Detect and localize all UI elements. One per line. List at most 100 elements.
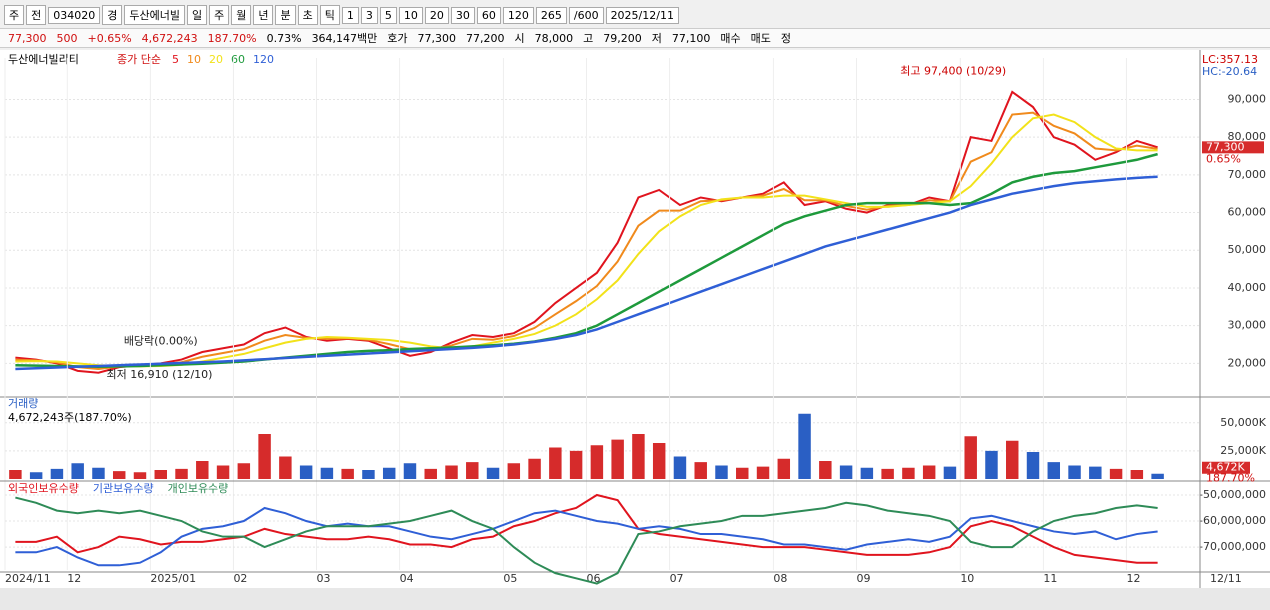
- volume-bar: [362, 470, 375, 479]
- toolbar-item[interactable]: 265: [535, 6, 567, 24]
- toolbar-item[interactable]: 120: [502, 6, 534, 24]
- info-item: 4,672,243: [141, 31, 198, 45]
- toolbar-item[interactable]: 경: [102, 5, 123, 25]
- toolbar-item[interactable]: 3: [360, 6, 378, 24]
- info-item: 호가: [387, 32, 408, 45]
- volume-bar: [839, 465, 853, 479]
- x-tick-label: 07: [670, 572, 684, 585]
- toolbar-item[interactable]: 5: [379, 6, 397, 24]
- volume-bar: [881, 468, 894, 479]
- volume-bar: [819, 461, 832, 479]
- x-tick-label: 2024/11: [5, 572, 51, 585]
- volume-bar: [549, 447, 562, 479]
- x-tick-label: 03: [317, 572, 331, 585]
- volume-bar: [756, 466, 770, 479]
- line-series: [15, 496, 1158, 585]
- panel-subtitle: 4,672,243주(187.70%): [8, 411, 132, 424]
- info-item: 187.70%: [207, 31, 257, 45]
- x-tick-label: 10: [960, 572, 974, 585]
- annotation: 최저 16,910 (12/10): [106, 368, 212, 381]
- toolbar-item[interactable]: 분: [275, 5, 296, 25]
- y-tick-label: 20,000: [1228, 356, 1267, 369]
- x-tick-label: 11: [1043, 572, 1057, 585]
- annotation: 배당락(0.00%): [124, 334, 198, 347]
- toolbar-item[interactable]: 틱: [319, 5, 340, 25]
- info-item[interactable]: 매도: [750, 32, 771, 45]
- y-tick-label: 60,000: [1228, 206, 1267, 219]
- y-tick-label: 50,000: [1228, 243, 1267, 256]
- volume-bar: [133, 472, 147, 479]
- volume-bar: [466, 462, 479, 479]
- y-tick-label: 80,000: [1228, 130, 1267, 143]
- line-series: [15, 493, 1158, 564]
- volume-bar: [320, 467, 334, 479]
- info-item: 0.73%: [266, 31, 302, 45]
- volume-bar: [507, 463, 521, 479]
- volume-bar: [424, 468, 437, 479]
- panel-subtitle: 종가 단순: [117, 53, 161, 66]
- volume-bar: [196, 461, 209, 479]
- volume-bar: [382, 467, 396, 479]
- info-item[interactable]: 매수: [720, 32, 741, 45]
- volume-bar: [964, 436, 977, 479]
- panel-title: 거래량: [8, 397, 38, 410]
- volume-bar: [860, 467, 874, 479]
- volume-bar: [569, 450, 583, 479]
- toolbar-item[interactable]: 034020: [48, 6, 101, 24]
- volume-bar: [71, 463, 84, 479]
- volume-bar: [1109, 468, 1123, 479]
- legend-entry: 외국인보유수량: [8, 482, 79, 495]
- price-tag-label: 77,300: [1206, 140, 1245, 153]
- legend-entry: 개인보유수량: [168, 482, 229, 495]
- toolbar-item[interactable]: 초: [297, 5, 318, 25]
- volume-bar: [736, 467, 749, 479]
- volume-bar: [611, 439, 624, 479]
- toolbar: 주 전 034020 경 두산에너빌 일 주 월 년 분 초 틱 1 3 5 10 20 30 60 120 265/6…: [0, 3, 1270, 27]
- toolbar-item[interactable]: 1: [341, 6, 359, 24]
- toolbar-item[interactable]: 2025/12/11: [605, 6, 679, 24]
- toolbar-item[interactable]: 10: [398, 6, 423, 24]
- y-tick-label: 25,000K: [1220, 444, 1266, 457]
- volume-bar: [902, 467, 915, 479]
- toolbar-item[interactable]: 60: [476, 6, 501, 24]
- legend-entry: 10: [187, 53, 201, 66]
- volume-bar: [237, 463, 251, 479]
- volume-bar: [50, 468, 64, 479]
- legend-entry: 20: [209, 53, 223, 66]
- info-item: 78,000: [534, 31, 574, 45]
- legend-entry: 120: [253, 53, 274, 66]
- info-item: +0.65%: [87, 31, 132, 45]
- x-tick-label: 02: [233, 572, 247, 585]
- volume-bar: [299, 465, 313, 479]
- volume-bar: [985, 450, 998, 479]
- x-end-label: 12/11: [1210, 572, 1242, 585]
- x-tick-label: 12: [67, 572, 81, 585]
- info-item[interactable]: 정: [780, 32, 792, 45]
- volume-bar: [922, 465, 936, 479]
- volume-tag: [1202, 461, 1250, 474]
- y-tick-label: 50,000K: [1220, 416, 1266, 429]
- volume-bar: [528, 458, 541, 479]
- y-tick-label: -70,000,000: [1199, 540, 1266, 553]
- volume-bar: [216, 465, 230, 479]
- toolbar-item[interactable]: 20: [424, 6, 449, 24]
- toolbar-item[interactable]: 주: [4, 5, 25, 25]
- info-item: 77,200: [466, 31, 505, 45]
- volume-bar: [403, 463, 417, 479]
- volume-bar: [258, 434, 271, 479]
- toolbar-item[interactable]: 월: [231, 5, 252, 25]
- volume-bar: [1026, 452, 1040, 479]
- toolbar-item[interactable]: 년: [253, 5, 274, 25]
- info-item: 364,147백만: [311, 32, 378, 45]
- volume-bar: [1151, 473, 1164, 479]
- toolbar-item[interactable]: 전: [26, 5, 47, 25]
- toolbar-item[interactable]: 두산에너빌: [124, 5, 185, 25]
- panel-title: 두산에너빌리티: [8, 53, 79, 66]
- toolbar-item[interactable]: /600: [568, 6, 604, 24]
- toolbar-item[interactable]: 일: [186, 5, 208, 25]
- toolbar-item[interactable]: 30: [450, 6, 475, 24]
- toolbar-item[interactable]: 주: [209, 5, 230, 25]
- legend-entry: 5: [172, 53, 179, 66]
- scrollbar[interactable]: [0, 588, 1270, 610]
